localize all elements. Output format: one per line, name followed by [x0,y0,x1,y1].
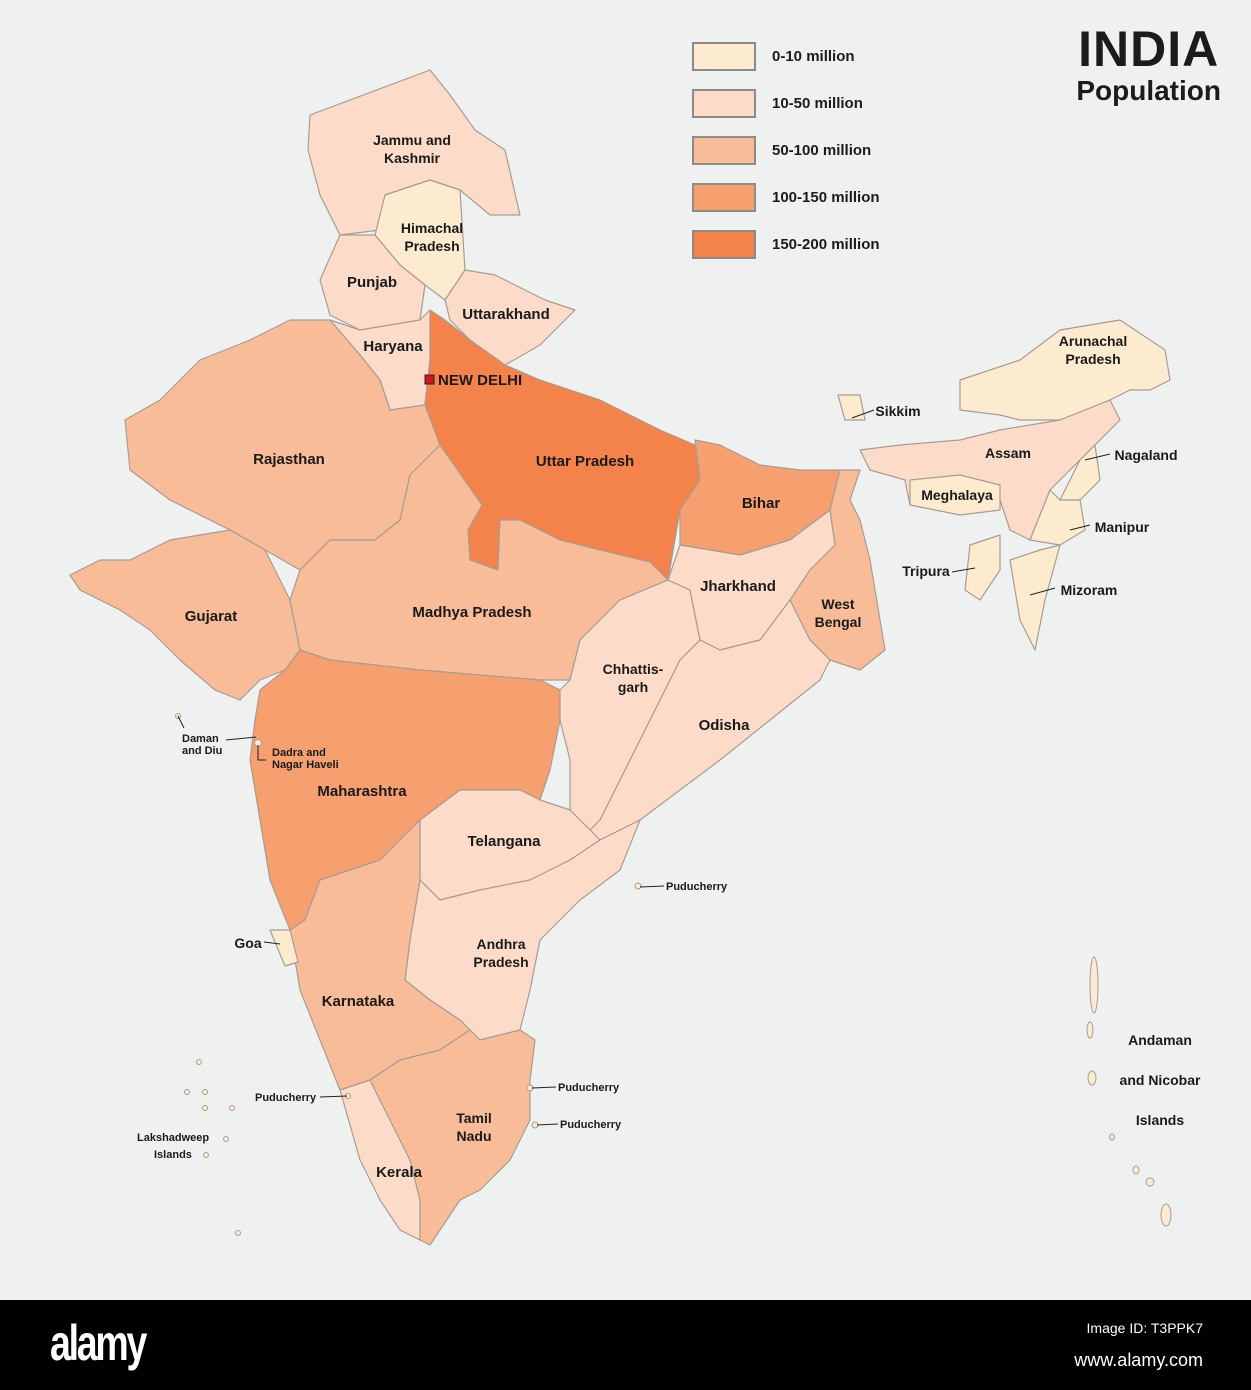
state-tripura [964,534,1001,601]
title-main: INDIA [1078,21,1220,77]
legend-label: 150-200 million [772,236,880,253]
state-label: Uttar Pradesh [536,453,634,470]
state-meghalaya [909,474,1001,516]
state-label: Goa [234,935,261,951]
state-label: Madhya Pradesh [412,604,531,621]
image-id: Image ID: T3PPK7 [1086,1320,1203,1336]
state-label: Arunachal [1059,333,1127,349]
legend-swatch [692,230,756,259]
legend-label: 100-150 million [772,189,880,206]
small-labels: Daman and Diu Dadra and Nagar Haveli Pud… [137,733,1201,1161]
legend: 0-10 million 10-50 million 50-100 millio… [692,33,880,268]
legend-item: 50-100 million [692,127,880,174]
legend-item: 0-10 million [692,33,880,80]
state-label: Bengal [815,614,862,630]
label-puducherry-1: Puducherry [666,881,728,893]
state-uttarakhand [444,269,576,366]
state-label: West [821,596,855,612]
legend-swatch [692,136,756,165]
title-sub: Population [1076,75,1221,106]
legend-item: 150-200 million [692,221,880,268]
alamy-logo: alamy [50,1315,147,1371]
label-puducherry-3: Puducherry [560,1119,622,1131]
state-karnataka [289,819,471,1091]
legend-label: 50-100 million [772,142,872,159]
capital-marker-icon [424,374,435,385]
state-label: Rajasthan [253,451,325,468]
legend-item: 10-50 million [692,80,880,127]
state-label: Nagaland [1114,447,1177,463]
state-label: Bihar [742,495,781,512]
state-arunachal-pradesh [959,319,1171,421]
state-goa [269,929,299,967]
state-label: Jammu and [373,132,451,148]
state-label: Uttarakhand [462,306,550,323]
label-dadra: Dadra and [272,747,326,759]
label-lakshadweep-islands: Islands [154,1149,192,1161]
state-mizoram [1009,544,1061,651]
state-label: Andhra [477,936,526,952]
state-label: Manipur [1095,519,1150,535]
leader-lines [177,409,1111,1126]
state-label: Sikkim [875,403,920,419]
state-label: Chhattis- [603,661,664,677]
state-sikkim [837,394,866,421]
state-label: garh [618,679,648,695]
legend-swatch [692,183,756,212]
label-lakshadweep: Lakshadweep [137,1132,209,1144]
state-label: Telangana [467,833,541,850]
state-label: Meghalaya [921,487,993,503]
state-label: Tamil [456,1110,492,1126]
legend-swatch [692,42,756,71]
state-label: Nadu [457,1128,492,1144]
label-puducherry-2: Puducherry [558,1082,620,1094]
capital-label: NEW DELHI [438,372,522,389]
state-gujarat [69,529,301,701]
state-label: Pradesh [1065,351,1120,367]
state-label: Maharashtra [317,783,407,800]
state-label: Jharkhand [700,578,776,595]
state-label: Haryana [363,338,423,355]
state-label: Kerala [376,1164,423,1181]
india-map: Jammu and Kashmir Himachal Pradesh Punjab Utt… [69,69,1201,1246]
legend-label: 0-10 million [772,48,855,65]
label-daman: Daman [182,733,219,745]
state-odisha [589,599,831,841]
state-label: Tripura [902,563,950,579]
state-label: Karnataka [322,993,395,1010]
footer-url[interactable]: www.alamy.com [1074,1350,1203,1370]
label-and-nicobar: and Nicobar [1120,1072,1201,1088]
state-tamil-nadu [369,1029,536,1246]
label-nagar-haveli: Nagar Haveli [272,759,339,771]
state-label: Assam [985,445,1031,461]
label-diu: and Diu [182,745,222,757]
label-andaman: Andaman [1128,1032,1192,1048]
state-label: Odisha [699,717,751,734]
state-label: Gujarat [185,608,238,625]
legend-label: 10-50 million [772,95,863,112]
legend-swatch [692,89,756,118]
label-puducherry-4: Puducherry [255,1092,317,1104]
label-islands: Islands [1136,1112,1184,1128]
state-label: Pradesh [473,954,528,970]
footer-bar: alamy Image ID: T3PPK7 www.alamy.com [0,1300,1251,1390]
state-west-bengal [789,469,886,671]
lakshadweep-islands [184,1059,241,1236]
state-label: Mizoram [1061,582,1118,598]
state-label: Pradesh [404,238,459,254]
puducherry-enclaves [175,713,642,1129]
andaman-nicobar-islands [1086,956,1172,1227]
state-label: Himachal [401,220,463,236]
map-title: INDIA Population [1076,22,1221,106]
state-label: Punjab [347,274,397,291]
legend-item: 100-150 million [692,174,880,221]
state-label: Kashmir [384,150,441,166]
